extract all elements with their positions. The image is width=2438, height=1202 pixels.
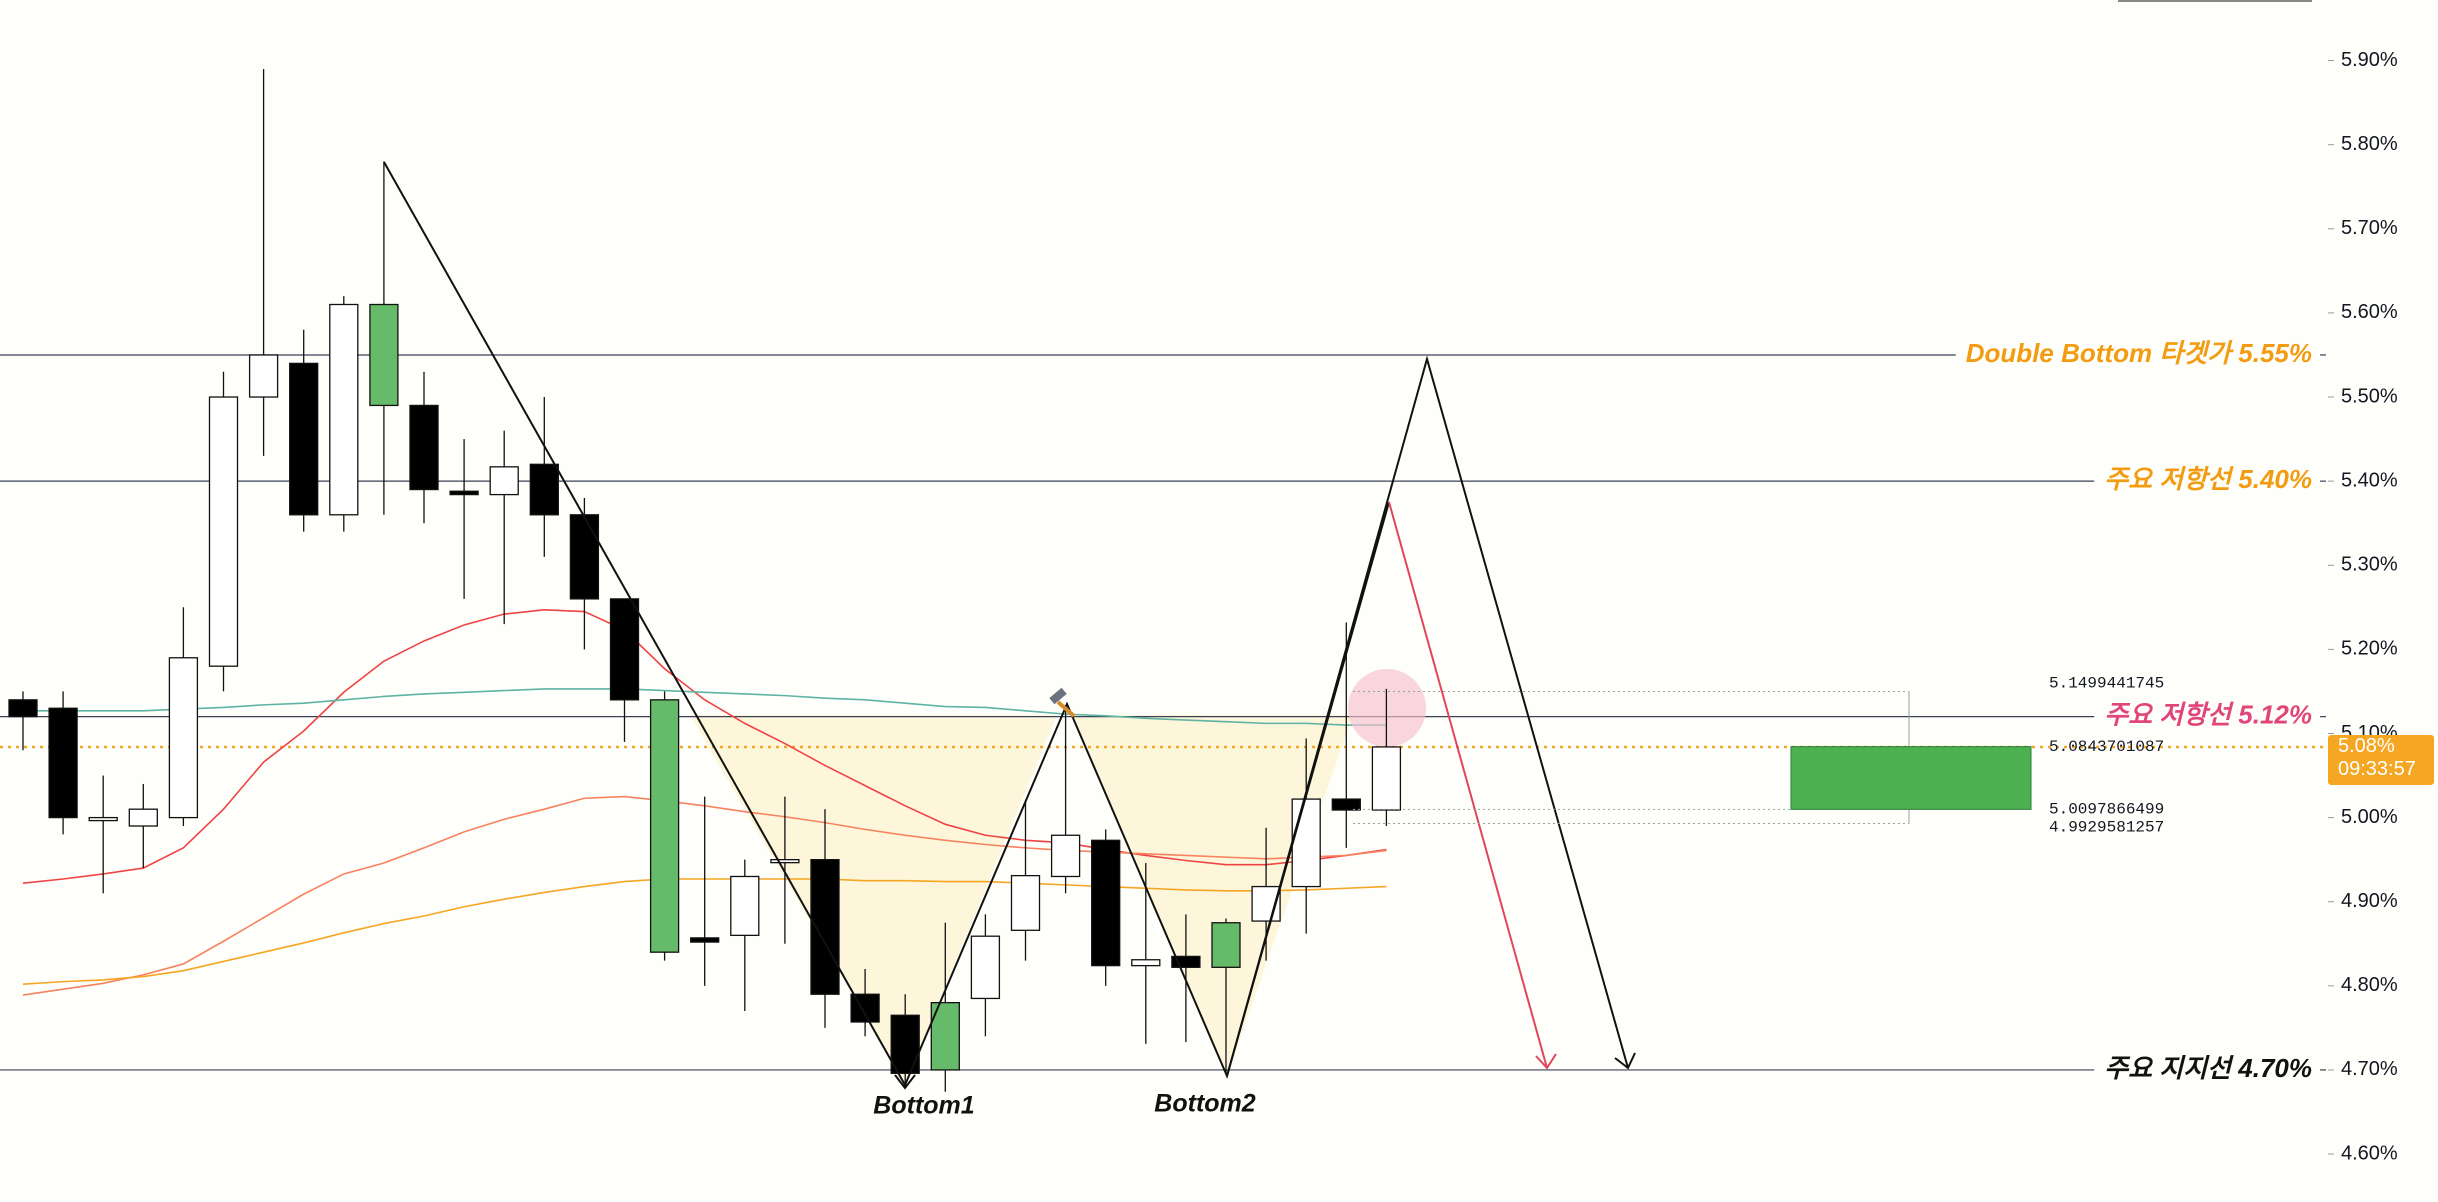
candle-body [970, 935, 1001, 1000]
y-tick-label: 5.00% [2341, 806, 2398, 828]
candle-body [730, 875, 760, 937]
moving-average [23, 688, 1387, 726]
candle-body [1010, 874, 1041, 931]
y-tick-label: 4.70% [2341, 1058, 2398, 1080]
pattern-area [690, 715, 1057, 1085]
arrow-head [1614, 1052, 1636, 1070]
candle-body [609, 598, 640, 701]
candle-body [1291, 798, 1321, 888]
candle-body [489, 466, 519, 496]
candle-body [8, 699, 38, 718]
candle-body [569, 514, 600, 600]
candle-body [1131, 959, 1161, 967]
candle-body [770, 859, 800, 864]
annotation: Bottom1 [873, 1092, 974, 1120]
candle-body [248, 354, 279, 398]
y-tick-label: 5.40% [2341, 469, 2398, 491]
candle-body [409, 404, 439, 491]
candle-body [1091, 839, 1121, 967]
candle-body [1371, 746, 1402, 811]
candle-body [128, 808, 158, 827]
y-tick-label: 4.90% [2341, 890, 2398, 912]
level-label: 주요 저항선 5.40% [2104, 464, 2312, 494]
candle-body [1050, 834, 1081, 878]
pattern-fill [690, 715, 1353, 1085]
position-label: 4.9929581257 [2049, 819, 2164, 837]
vertex-mark [894, 1074, 916, 1090]
y-tick-label: 5.90% [2341, 49, 2398, 71]
position-tool: 5.1499441745 5.0843701087 5.00978664994.99… [1353, 675, 2164, 837]
position-label: 5.0843701087 [2049, 738, 2164, 756]
position-label: 5.1499441745 [2049, 675, 2164, 693]
y-tick-label: 4.60% [2341, 1142, 2398, 1164]
y-tick-label: 5.50% [2341, 385, 2398, 407]
y-tick-label: 5.80% [2341, 133, 2398, 155]
hammer-icon [1049, 687, 1076, 718]
candle-body [1331, 798, 1361, 811]
level-label: Double Bottom 타겟가 5.55% [1966, 338, 2312, 368]
candle-body [690, 937, 720, 943]
projection-line [1388, 501, 1548, 1069]
price-badge-label: 5.08% [2338, 735, 2395, 757]
y-tick-label: 5.70% [2341, 217, 2398, 239]
y-tick-label: 4.80% [2341, 974, 2398, 996]
pattern-area [1073, 715, 1353, 1076]
candle-body [289, 362, 319, 516]
candle-body [1171, 955, 1201, 968]
candle-body [168, 657, 199, 819]
trend-line [1226, 501, 1390, 1077]
zigzag-line [383, 161, 1629, 1088]
candle-body [369, 303, 399, 407]
candle-body [529, 463, 559, 516]
price-badge [2328, 734, 2434, 785]
levels: Double Bottom 타겟가 5.55% 주요 저항선 5.40% 주요 저항… [0, 338, 2328, 1083]
candle-body [208, 396, 239, 667]
candle-body [1211, 922, 1241, 968]
candle-body [48, 707, 78, 819]
candle-body [329, 303, 359, 516]
countdown: 09:33:57 [2338, 758, 2416, 780]
pattern-drawing [383, 161, 1636, 1090]
y-tick-label: 5.60% [2341, 301, 2398, 323]
position-label: 5.0097866499 [2049, 801, 2164, 819]
candle-body [88, 816, 118, 822]
annotation: Bottom2 [1154, 1090, 1255, 1118]
price-axis: 5.90% 5.80% 5.70% 5.60% 5.50% 5.40% 5.30% 5.20%… [2328, 49, 2434, 1164]
level-label: 주요 지지선 4.70% [2104, 1053, 2312, 1083]
level-label: 주요 저항선 5.12% [2104, 700, 2312, 730]
y-tick-label: 5.30% [2341, 554, 2398, 576]
candle-body [890, 1014, 920, 1074]
arrow-head [1535, 1053, 1557, 1070]
y-tick-label: 5.20% [2341, 638, 2398, 660]
candle-body [449, 490, 479, 496]
moving-average [22, 609, 1387, 885]
candle-body [649, 699, 680, 953]
position-box [1790, 746, 2032, 810]
